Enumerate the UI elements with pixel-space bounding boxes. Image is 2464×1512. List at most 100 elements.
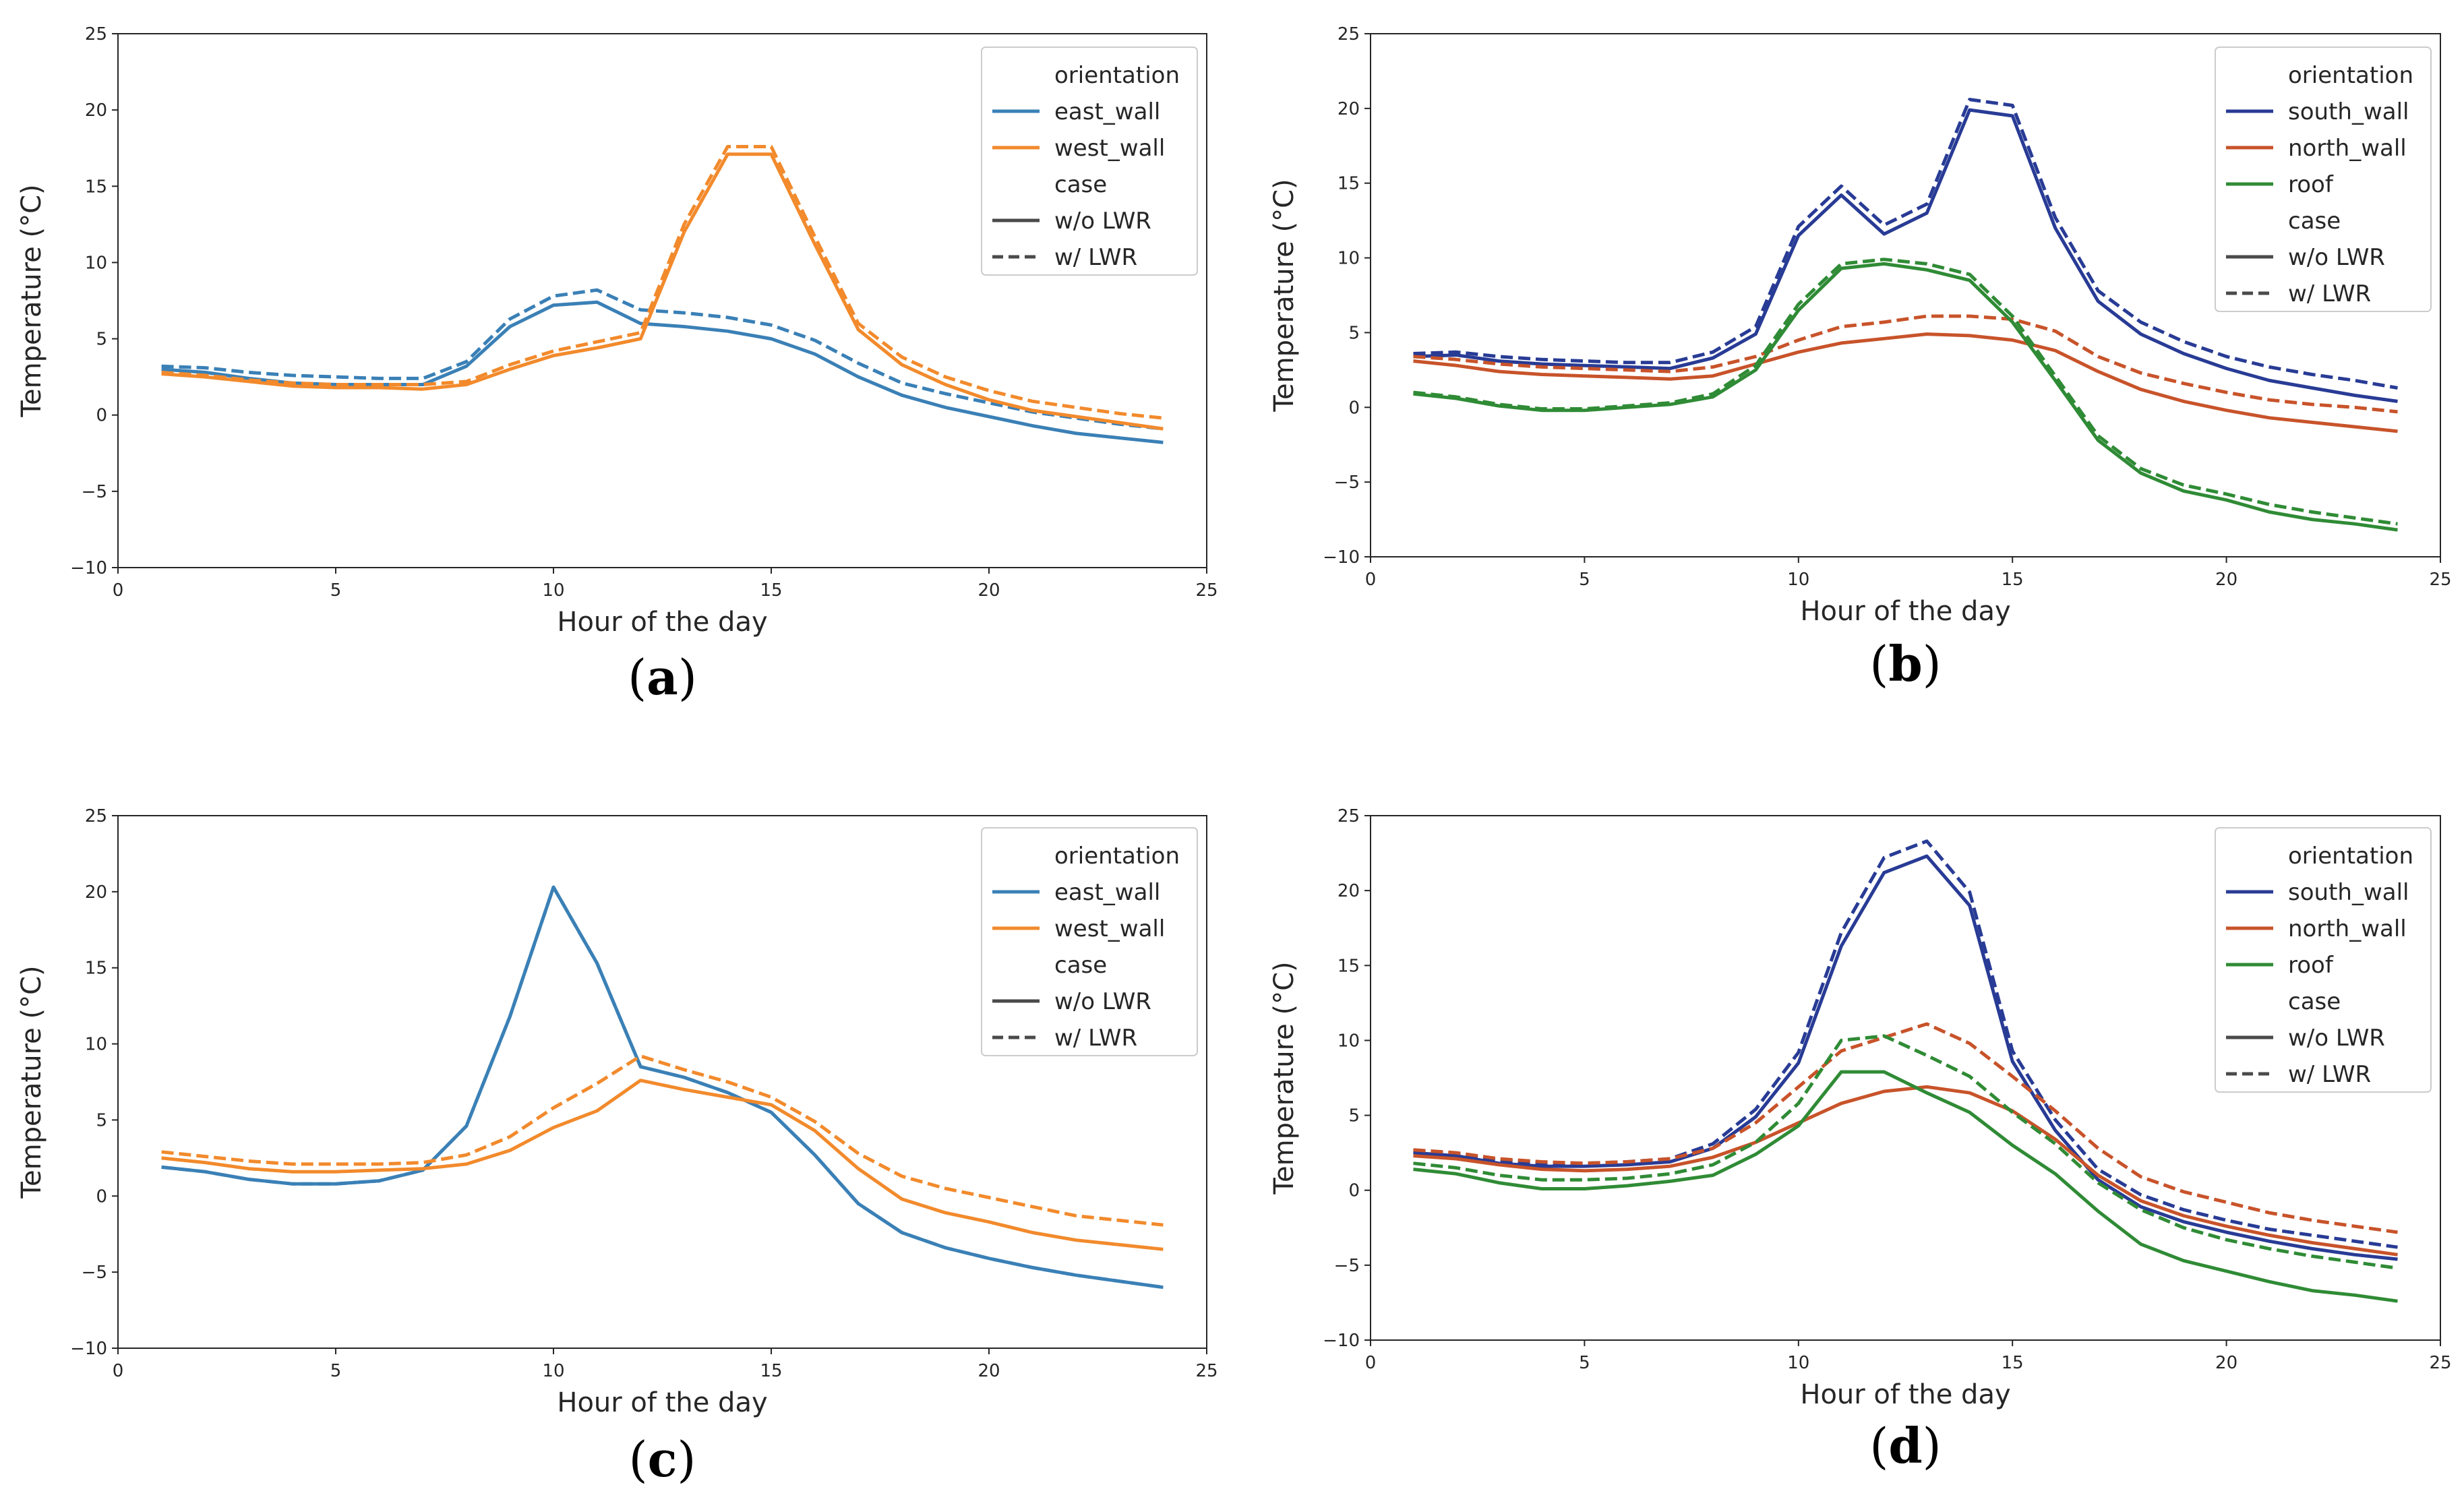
x-tick-label: 25: [2429, 570, 2451, 590]
legend-box: [2215, 827, 2432, 1093]
legend-label-south-wall: south_wall: [2288, 879, 2409, 906]
series-line-roof-with-lwr: [1413, 1034, 2398, 1270]
x-tick-label: 15: [760, 580, 782, 601]
chart-panel-d: 0 5 10 15 20 25 −10 −5 0 5 10 15 20 25 Hour of the day…: [1269, 806, 2452, 1474]
x-tick-label: 5: [1579, 570, 1590, 590]
x-axis-title: Hour of the day: [557, 1387, 767, 1418]
legend-label-without-lwr: w/o LWR: [2288, 1025, 2385, 1052]
x-tick-label: 0: [113, 1361, 124, 1381]
series-line-north-wall-with-lwr: [1413, 1022, 2398, 1234]
y-tick-label: 10: [85, 1035, 107, 1055]
x-tick-label: 25: [1195, 580, 1218, 601]
plot-frame: [117, 815, 1207, 1349]
y-tick-label: 5: [1348, 1106, 1360, 1126]
y-tick-label: 25: [85, 806, 107, 826]
y-tick-label: 10: [85, 253, 107, 273]
series-line-west-wall-with-lwr: [161, 1054, 1164, 1227]
y-tick-label: 25: [1338, 24, 1360, 44]
y-tick-label: 20: [1338, 881, 1360, 901]
chart-panel-a: 0 5 10 15 20 25 −10 −5 0 5 10 15 20 25 Hour of the day…: [16, 24, 1218, 706]
x-tick-label: 25: [1195, 1361, 1218, 1381]
legend-label-west-wall: west_wall: [1054, 135, 1165, 162]
legend-title: case: [2288, 208, 2341, 235]
y-tick-label: −5: [1334, 473, 1360, 493]
x-tick-label: 15: [2002, 1353, 2024, 1373]
series-line-west-wall-without-lwr: [161, 1079, 1164, 1251]
y-tick-label: 5: [96, 1110, 107, 1130]
x-tick-label: 5: [330, 580, 342, 601]
x-tick-label: 20: [978, 580, 1000, 601]
x-axis-title: Hour of the day: [1800, 596, 2010, 627]
x-tick-label: 10: [1787, 570, 1809, 590]
legend-label-east-wall: east_wall: [1054, 879, 1160, 906]
series-line-south-wall-with-lwr: [1413, 98, 2398, 390]
chart-panel-c: 0 5 10 15 20 25 −10 −5 0 5 10 15 20 25 Hour of the day…: [16, 806, 1218, 1488]
x-tick-label: 0: [113, 580, 124, 601]
y-tick-label: −10: [1323, 547, 1360, 568]
legend-title: orientation: [1054, 62, 1180, 89]
series-line-east-wall-with-lwr: [161, 288, 1164, 431]
y-tick-label: 15: [85, 177, 107, 197]
panel-label: (a): [628, 648, 697, 706]
series-line-south-wall-without-lwr: [1413, 108, 2398, 403]
series-line-east-wall-with-lwr: [161, 885, 1164, 1290]
x-axis-title: Hour of the day: [557, 607, 767, 638]
legend-label-with-lwr: w/ LWR: [1054, 244, 1137, 271]
series-line-roof-with-lwr: [1413, 258, 2398, 526]
x-axis-title: Hour of the day: [1800, 1379, 2010, 1410]
y-tick-label: 10: [1338, 249, 1360, 269]
y-tick-label: −5: [1334, 1256, 1360, 1276]
series-line-west-wall-with-lwr: [161, 145, 1164, 420]
y-tick-label: −10: [1323, 1331, 1360, 1351]
legend-label-with-lwr: w/ LWR: [2288, 280, 2371, 307]
y-tick-label: 5: [1348, 323, 1360, 343]
y-tick-label: 10: [1338, 1031, 1360, 1051]
series-line-south-wall-without-lwr: [1413, 854, 2398, 1261]
x-tick-label: 20: [978, 1361, 1000, 1381]
y-axis-title: Temperature (°C): [1269, 179, 1300, 412]
plot-frame: [117, 33, 1207, 568]
y-tick-label: 0: [1348, 1181, 1360, 1201]
x-tick-label: 25: [2429, 1353, 2451, 1373]
y-tick-label: −10: [70, 558, 107, 578]
legend-title: orientation: [2288, 62, 2413, 89]
y-tick-label: 0: [96, 406, 107, 426]
panel-label: (d): [1869, 1417, 1942, 1474]
series-line-east-wall-without-lwr: [161, 300, 1164, 444]
series-line-roof-without-lwr: [1413, 1070, 2398, 1303]
y-tick-label: 15: [85, 959, 107, 979]
y-tick-label: 20: [1338, 99, 1360, 119]
x-tick-label: 0: [1365, 1353, 1377, 1373]
x-tick-label: 5: [1579, 1353, 1590, 1373]
x-tick-label: 15: [760, 1361, 782, 1381]
y-axis-title: Temperature (°C): [16, 965, 47, 1199]
legend-title: orientation: [1054, 843, 1180, 870]
y-tick-label: −10: [70, 1339, 107, 1359]
y-tick-label: −5: [82, 1263, 107, 1283]
legend-box: [981, 47, 1198, 276]
legend-label-without-lwr: w/o LWR: [1054, 208, 1151, 235]
series-line-north-wall-without-lwr: [1413, 332, 2398, 433]
y-tick-label: 0: [96, 1186, 107, 1207]
y-tick-label: 25: [85, 24, 107, 44]
x-tick-label: 15: [2002, 570, 2024, 590]
y-tick-label: −5: [82, 482, 107, 502]
y-tick-label: 20: [85, 100, 107, 121]
series-line-west-wall-without-lwr: [161, 152, 1164, 431]
chart-panel-b: 0 5 10 15 20 25 −10 −5 0 5 10 15 20 25 Hour of the day…: [1269, 24, 2452, 692]
series-line-north-wall-without-lwr: [1413, 1085, 2398, 1257]
x-tick-label: 20: [2215, 570, 2237, 590]
panel-label: (b): [1869, 635, 1942, 692]
y-tick-label: 15: [1338, 174, 1360, 194]
y-axis-title: Temperature (°C): [16, 184, 47, 417]
panel-label: (c): [628, 1430, 696, 1488]
y-axis-title: Temperature (°C): [1269, 961, 1300, 1195]
x-tick-label: 5: [330, 1361, 342, 1381]
legend-label-roof: roof: [2288, 952, 2334, 979]
legend-box: [2215, 47, 2432, 312]
legend-label-without-lwr: w/o LWR: [1054, 988, 1151, 1015]
